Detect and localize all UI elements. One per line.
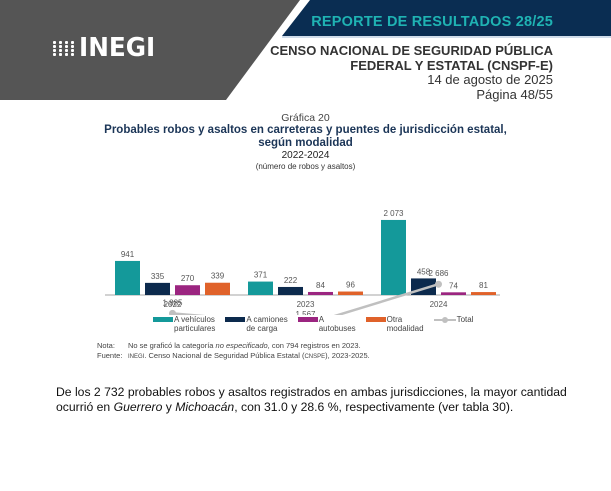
x-tick-label: 2022 — [164, 300, 182, 309]
bar-value-label: 2 073 — [383, 209, 404, 218]
source-inegi: INEGI — [128, 353, 145, 360]
report-date: 14 de agosto de 2025 — [427, 72, 553, 87]
bar-value-label: 335 — [151, 272, 165, 281]
bar-value-label: 339 — [211, 272, 225, 281]
state-guerrero: Guerrero — [113, 400, 163, 414]
chart-units: (número de robos y asaltos) — [255, 162, 356, 171]
bar-2023-3 — [338, 291, 363, 295]
x-tick-label: 2023 — [297, 300, 315, 309]
chart-legend: A vehículos particulares A camiones de car… — [153, 315, 483, 333]
total-line — [172, 283, 439, 315]
total-value-label: 1 885 — [162, 298, 183, 307]
body-paragraph: De los 2 732 probables robos y asaltos r… — [56, 385, 576, 415]
total-point-2024 — [435, 280, 442, 288]
bar-value-label: 270 — [181, 274, 195, 283]
legend-item-camiones: A camiones de carga — [225, 315, 288, 333]
bar-value-label: 371 — [254, 271, 268, 280]
header-gray-panel — [0, 0, 300, 100]
inegi-logo-mark-icon — [53, 40, 75, 56]
figure-number: Gráfica 20 — [281, 112, 330, 124]
report-title: REPORTE DE RESULTADOS 28/25 — [311, 14, 553, 30]
chart-subtitle: 2022-2024 — [281, 150, 330, 161]
note-label: Nota: — [97, 341, 115, 350]
legend-swatch — [297, 317, 318, 322]
bar-2022-3 — [205, 282, 230, 295]
legend-item-total: Total — [433, 315, 474, 333]
bar-2022-1 — [145, 282, 170, 295]
header-navy-band — [282, 0, 611, 36]
note-italic: no especificado — [215, 341, 268, 350]
total-point-2022 — [169, 309, 176, 315]
legend-item-vehiculos: A vehículos particulares — [153, 315, 215, 333]
bar-2024-0 — [381, 219, 406, 295]
census-block: CENSO NACIONAL DE SEGURIDAD PÚBLICA FEDE… — [270, 43, 553, 102]
legend-swatch — [225, 317, 246, 322]
chart-notes: Nota: No se graficó la categoría no espec… — [97, 341, 370, 362]
bar-2023-0 — [248, 281, 273, 295]
legend-label-2: particulares — [174, 324, 216, 333]
legend-swatch — [153, 317, 173, 322]
bar-value-label: 458 — [417, 267, 431, 276]
paragraph-text: y — [162, 400, 176, 414]
page-number: Página 48/55 — [476, 86, 553, 102]
source-text: . Censo Nacional de Seguridad Pública Es… — [144, 350, 305, 360]
legend-label-2: de carga — [246, 324, 278, 333]
bar-value-label: 81 — [479, 281, 488, 290]
legend-label: A — [318, 315, 325, 324]
state-michoacan: Michoacán — [175, 400, 235, 414]
chart-heading: Gráfica 20 Probables robos y asaltos en … — [0, 112, 611, 172]
bar-value-label: 96 — [346, 281, 355, 290]
bar-2023-1 — [278, 286, 303, 295]
legend-line-marker-icon — [433, 315, 456, 324]
census-title-line2: FEDERAL Y ESTATAL (CNSPF-E) — [350, 57, 553, 73]
source-text-end: ), 2023-2025. — [325, 350, 370, 360]
header-banner — [0, 0, 611, 100]
bar-2022-0 — [115, 260, 140, 295]
bar-2024-3 — [471, 292, 496, 295]
bar-value-label: 941 — [121, 250, 135, 259]
source-cnspe: CNSPE — [304, 353, 326, 360]
total-value-label: 1 567 — [295, 310, 316, 315]
note-text-end: , con 794 registros en 2023. — [267, 341, 361, 350]
legend-label-2: autobuses — [318, 324, 356, 333]
legend-label: Otra — [386, 315, 403, 324]
total-value-label: 2 686 — [428, 269, 449, 278]
census-title-line1: CENSO NACIONAL DE SEGURIDAD PÚBLICA — [270, 43, 553, 58]
inegi-logo: INEGI — [53, 35, 159, 61]
paragraph-text: , con 31.0 y 28.6 %, respectivamente (ve… — [234, 400, 514, 414]
logo-text: INEGI — [79, 33, 156, 63]
chart-title-line2: según modalidad — [258, 137, 353, 149]
bar-2022-2 — [175, 285, 200, 295]
source-line: Fuente: INEGI. Censo Nacional de Segurida… — [97, 351, 370, 363]
bar-2024-2 — [441, 292, 466, 295]
legend-label: A camiones — [246, 315, 288, 324]
chart-title-line1: Probables robos y asaltos en carreteras … — [104, 124, 507, 136]
x-tick-label: 2024 — [430, 300, 448, 309]
legend-label-2: modalidad — [386, 324, 424, 333]
note-text: No se graficó la categoría — [128, 341, 216, 350]
bar-value-label: 84 — [316, 281, 325, 290]
bar-value-label: 222 — [284, 276, 298, 285]
legend-label: A vehículos — [174, 315, 215, 324]
note-line: Nota: No se graficó la categoría no espec… — [97, 341, 370, 351]
legend-item-otra: Otra modalidad — [365, 315, 424, 333]
source-label: Fuente: — [97, 350, 123, 360]
legend-swatch — [365, 317, 386, 322]
bar-2023-2 — [308, 291, 333, 295]
legend-label: Total — [456, 315, 474, 324]
paragraph-text: De los 2 732 probables robos y asaltos r… — [56, 385, 567, 414]
bar-line-chart: 941 335 270 339 2022 371 222 84 96 2023 2 073 458 74… — [105, 209, 500, 315]
bar-value-label: 74 — [449, 281, 458, 290]
